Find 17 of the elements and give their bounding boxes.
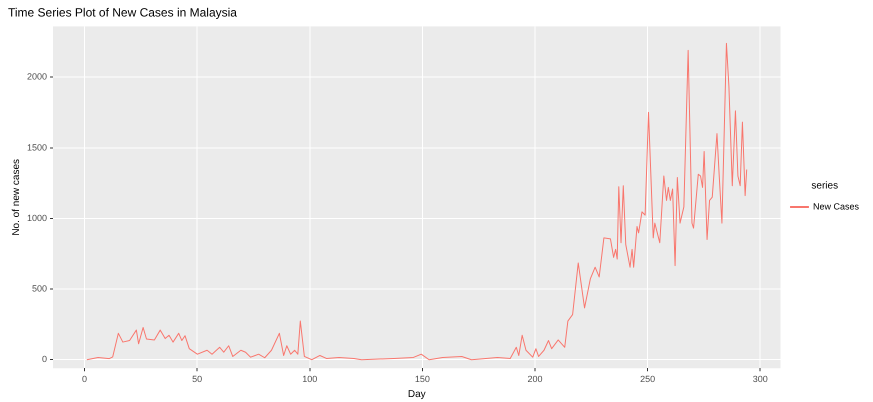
legend-title: series (811, 180, 838, 192)
x-tick-label: 250 (640, 374, 656, 384)
x-tick-label: 200 (527, 374, 543, 384)
x-tick-label: 150 (414, 374, 430, 384)
y-axis-title: No. of new cases (10, 158, 22, 236)
y-tick-label: 2000 (26, 72, 48, 82)
x-tick-label: 50 (192, 374, 202, 384)
y-tick-label: 1500 (26, 142, 48, 152)
y-tick-label: 500 (32, 284, 48, 294)
x-axis-title: Day (408, 388, 426, 400)
legend-label: New Cases (812, 201, 860, 212)
y-tick-label: 0 (42, 354, 48, 364)
chart-title: Time Series Plot of New Cases in Malaysia (8, 6, 238, 20)
x-tick-label: 300 (752, 374, 768, 384)
x-tick-label: 100 (302, 374, 318, 384)
y-tick-label: 1000 (26, 212, 48, 223)
x-tick-label: 0 (82, 374, 88, 384)
